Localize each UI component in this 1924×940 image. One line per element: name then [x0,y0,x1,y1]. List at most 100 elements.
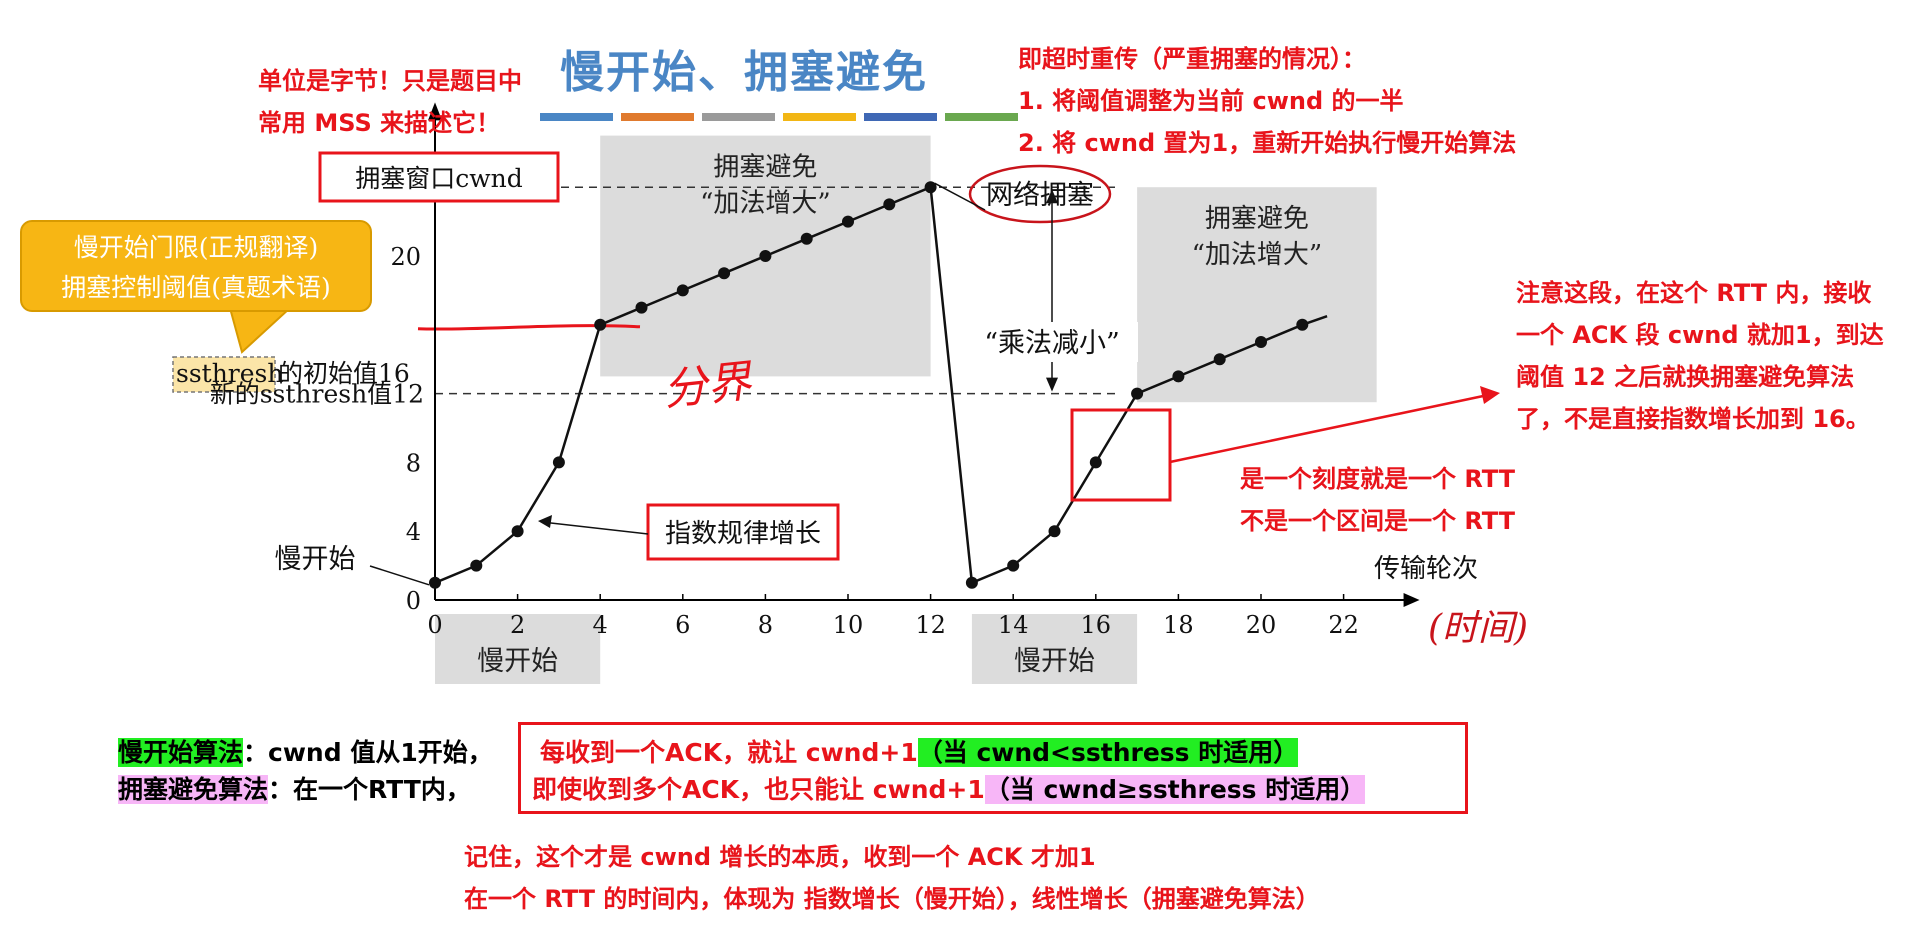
x-tick-label: 16 [1081,611,1112,639]
slow-start-rule: 每收到一个ACK，就让 cwnd+1 [540,738,918,767]
rtt-note-line-2: 一个 ACK 段 cwnd 就加1，到达 [1516,321,1884,349]
data-point [1089,456,1102,469]
y-tick-label: 20 [390,243,421,271]
slow-start-rule-row: 每收到一个ACK，就让 cwnd+1（当 cwnd<ssthress 时适用） [540,733,1299,773]
exp-growth-pointer [541,521,649,535]
bubble-tail [228,307,293,354]
phase-region-label: 拥塞避免 [1205,204,1309,234]
x-tick-label: 4 [593,611,608,639]
timeout-note-line-3: 2. 将 cwnd 置为1，重新开始执行慢开始算法 [1018,129,1517,157]
rtt-note-line-1: 注意这段，在这个 RTT 内，接收 [1516,279,1872,307]
x-tick-label: 12 [915,611,946,639]
avoid-mid: ：在一个RTT内， [268,775,471,804]
avoid-rule: 即使收到多个ACK，也只能让 cwnd+1 [532,775,985,804]
phase-region-label: “加法增大” [1192,240,1323,270]
data-point [883,198,896,211]
data-point [842,215,854,228]
x-axis-arrow [1403,593,1420,607]
y-tick-label: 0 [406,587,421,615]
color-bar-segment [621,113,694,121]
slow-start-name: 慢开始算法 [118,738,244,767]
unit-note-line-2: 常用 MSS 来描述它！ [258,109,501,137]
slow-start-pointer [369,565,430,586]
data-point [759,250,772,262]
mult-decrease-label: “乘法减小” [984,328,1120,359]
rtt-note-line-3: 阈值 12 之后就换拥塞避免算法 [1516,363,1855,391]
slow-start-algorithm: 慢开始算法：cwnd 值从1开始， [118,733,493,773]
slow-start-box-label: 慢开始 [477,646,558,677]
exp-growth-arrowhead [538,515,552,528]
y-tick-label: 8 [406,449,421,477]
ylabel: 拥塞窗口cwnd [355,164,523,193]
avoid-name: 拥塞避免算法 [118,775,269,804]
avoid-condition: （当 cwnd≥ssthress 时适用） [984,775,1366,804]
segment-pointer [1169,393,1489,464]
data-point [1296,318,1309,331]
segment-pointer-head [1480,386,1500,404]
algorithm-rule-box [518,722,1468,814]
ssthresh-highlight [172,356,276,393]
data-point [676,284,689,297]
page-title: 慢开始、拥塞避免 [560,47,928,98]
bubble-line-1: 慢开始门限(正规翻译) [73,233,319,262]
rtt-note-line-4: 了，不是直接指数增长加到 16。 [1516,405,1870,433]
data-point [718,267,731,280]
ssthresh-new-label: 新的ssthresh值12 [210,380,424,409]
slow-start-box-2 [971,614,1138,684]
color-bar-segment [945,113,1018,121]
ylabel-box [318,151,560,203]
slow-start-label: 慢开始 [275,544,356,575]
congestion-circle [968,164,1112,224]
color-bar-segment [702,113,775,121]
x-tick-label: 18 [1163,611,1194,639]
timeout-note-line-2: 1. 将阈值调整为当前 cwnd 的一半 [1018,87,1404,115]
color-bar-segment [540,113,613,121]
congestion-pointer [934,182,986,211]
tick-note: 是一个刻度就是一个 RTT 不是一个区间是一个 RTT [1240,458,1515,542]
bottom-note: 记住，这个才是 cwnd 增长的本质，收到一个 ACK 才加1 在一个 RTT … [464,836,1320,920]
xlabel: 传输轮次 [1374,554,1478,584]
x-tick-label: 22 [1328,611,1359,639]
data-point [924,181,937,194]
exp-growth-label: 指数规律增长 [665,519,821,549]
x-tick-label: 8 [758,611,773,639]
x-tick-label: 10 [833,611,864,639]
slow-start-box-1 [435,614,601,684]
slow-start-mid: ：cwnd 值从1开始， [243,738,493,767]
mult-arrow-head-down [1046,377,1058,392]
boundary-hand-label: 分界 [661,356,757,416]
data-point [1255,336,1267,348]
data-point [965,576,978,589]
slow-start-box-label: 慢开始 [1014,646,1095,677]
x-tick-label: 6 [675,611,690,639]
phase-region-2 [1137,187,1377,403]
timeout-note: 即超时重传（严重拥塞的情况）： 1. 将阈值调整为当前 cwnd 的一半 2. … [1018,38,1516,164]
data-point [1048,525,1061,538]
y-tick-label: 4 [406,518,421,546]
data-point [1172,370,1185,383]
ssthresh-init-suffix: 的初始值16 [278,359,410,388]
data-point [429,576,441,589]
x-tick-label: 2 [510,611,525,639]
xlabel-hand: (时间) [1428,608,1528,649]
data-point [1131,387,1144,400]
data-point [470,559,483,572]
bottom-note-line-1: 记住，这个才是 cwnd 增长的本质，收到一个 ACK 才加1 [464,843,1096,871]
axes: 02468101214161820220482024拥塞窗口cwnd传输轮次(时… [318,102,1528,649]
color-bar [540,113,1018,121]
data-point [511,525,524,538]
congestion-label: 网络拥塞 [986,180,1094,211]
phase-region-label: “加法增大” [700,189,831,219]
phase-region-label: 拥塞避免 [713,153,817,183]
color-bar-segment [864,113,937,121]
ssthresh-init-prefix: ssthresh [176,359,283,388]
bottom-note-line-2: 在一个 RTT 的时间内，体现为 指数增长（慢开始），线性增长（拥塞避免算法） [464,885,1320,913]
data-point [594,318,607,331]
color-bar-segment [783,113,856,121]
bubble-line-2: 拥塞控制阈值(真题术语) [61,273,331,302]
mult-arrow-head-up [1046,189,1058,204]
slow-start-condition: （当 cwnd<ssthress 时适用） [917,738,1299,767]
data-point [1007,559,1020,572]
x-tick-label: 20 [1246,611,1277,639]
